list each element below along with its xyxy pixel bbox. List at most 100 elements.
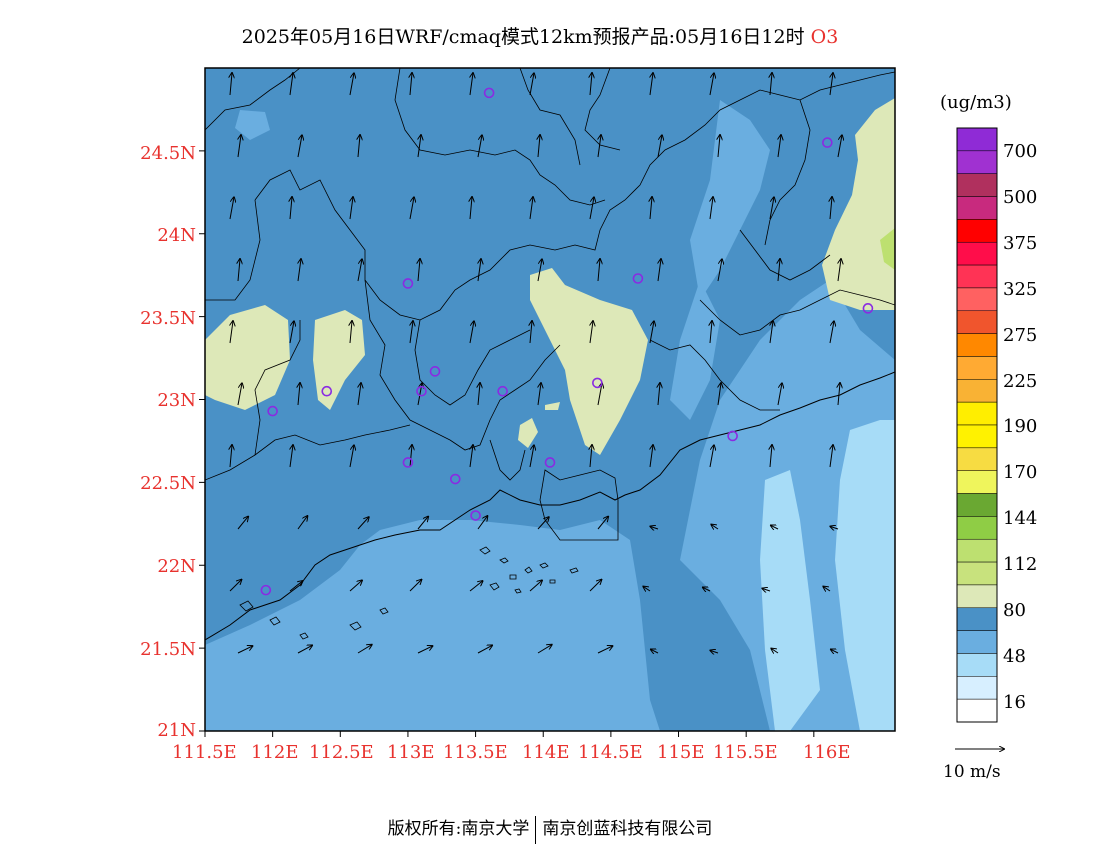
color-swatch	[956, 150, 998, 174]
wind-arrow	[358, 135, 360, 158]
lat-label: 22.5N	[140, 473, 196, 494]
wind-arrow	[650, 197, 652, 220]
wind-arrow	[837, 135, 842, 158]
wind-arrow	[710, 321, 712, 344]
color-swatch	[956, 538, 998, 563]
wind-arrow	[770, 445, 772, 468]
wind-arrow	[771, 649, 779, 653]
wind-arrow	[649, 321, 654, 344]
wind-arrow	[349, 580, 362, 592]
wind-arrow	[417, 646, 432, 654]
wind-arrow	[410, 73, 412, 96]
lat-label: 23.5N	[140, 308, 196, 329]
wind-arrow	[478, 383, 480, 406]
lon-label: 111.5E	[172, 742, 237, 763]
band-high-west	[205, 305, 290, 410]
wind-arrow	[597, 646, 612, 654]
wind-arrow	[589, 580, 601, 592]
wind-arrow	[237, 383, 242, 406]
color-bar	[956, 127, 998, 723]
wind-arrow	[238, 259, 240, 282]
wind-arrow	[709, 445, 714, 468]
wind-arrow	[297, 645, 312, 654]
wind-arrow	[290, 73, 293, 96]
station-marker	[416, 385, 427, 397]
legend-label: 144	[1003, 508, 1038, 529]
band-high-ne	[822, 98, 895, 310]
wind-arrow	[718, 135, 720, 158]
station-marker	[862, 303, 874, 314]
coastline	[205, 371, 895, 641]
wind-arrow	[410, 445, 412, 468]
lon-label: 112.5E	[309, 742, 374, 763]
legend-label: 16	[1003, 692, 1026, 713]
lon-label: 115E	[657, 742, 705, 763]
legend-label: 500	[1003, 187, 1038, 208]
lat-label: 24N	[157, 225, 196, 246]
color-swatch	[956, 676, 998, 700]
lon-label: 113.5E	[443, 742, 508, 763]
wind-arrow	[771, 525, 779, 529]
reference-wind-label: 10 m/s	[943, 762, 1001, 782]
wind-arrow	[417, 517, 428, 530]
wind-arrow	[230, 445, 232, 468]
lat-label: 23N	[157, 390, 196, 411]
wind-arrow	[350, 321, 352, 344]
lat-label: 21N	[157, 720, 196, 741]
wind-arrow	[711, 525, 719, 529]
station-marker	[470, 510, 481, 521]
band-light-east	[835, 420, 895, 731]
color-bar-frame	[956, 127, 998, 723]
color-swatch	[956, 516, 998, 540]
wind-arrow	[290, 445, 293, 468]
wind-arrow	[478, 259, 481, 282]
lon-label: 112E	[251, 742, 299, 763]
wind-arrow	[229, 580, 241, 592]
wind-arrow	[297, 135, 302, 158]
band-low-nw	[235, 110, 270, 140]
wind-arrow	[597, 383, 602, 406]
legend-label: 700	[1003, 141, 1038, 162]
wind-arrow	[538, 135, 540, 158]
wind-arrow	[238, 135, 241, 158]
wind-arrow	[597, 517, 608, 530]
station-markers	[260, 87, 874, 596]
wind-arrow	[537, 517, 549, 530]
station-marker	[267, 405, 278, 417]
color-swatch	[956, 630, 998, 654]
copyright-label: 版权所有:	[387, 819, 462, 839]
wind-arrow	[297, 516, 307, 530]
wind-arrow	[590, 445, 592, 468]
wind-arrow	[717, 259, 722, 282]
wind-arrow	[598, 135, 601, 158]
footer-divider	[535, 815, 537, 844]
wind-arrow	[237, 517, 248, 530]
color-swatch	[956, 173, 998, 197]
wind-arrow	[823, 587, 831, 591]
wind-arrow	[769, 197, 774, 220]
wind-arrow	[298, 259, 301, 282]
wind-arrow	[469, 581, 483, 592]
wind-arrow	[410, 321, 413, 344]
band-higher-ne	[880, 228, 895, 270]
wind-arrow	[470, 197, 472, 220]
wind-arrow	[590, 73, 592, 96]
wind-arrow	[409, 197, 414, 220]
wind-arrow	[358, 383, 361, 406]
color-swatch	[956, 424, 998, 449]
lat-label: 24.5N	[140, 143, 196, 164]
wind-arrow	[409, 580, 421, 592]
wind-arrow	[537, 259, 542, 282]
wind-arrow	[530, 321, 532, 344]
legend-label: 275	[1003, 325, 1038, 346]
legend-label: 325	[1003, 279, 1038, 300]
wind-arrow	[537, 645, 552, 654]
wind-arrow	[418, 135, 421, 158]
wind-arrow	[350, 197, 353, 220]
station-marker	[592, 377, 603, 389]
wind-arrow	[290, 197, 292, 220]
wind-arrow	[298, 383, 300, 406]
color-swatch	[956, 653, 998, 677]
wind-arrow	[650, 445, 653, 468]
color-swatch	[956, 561, 998, 586]
